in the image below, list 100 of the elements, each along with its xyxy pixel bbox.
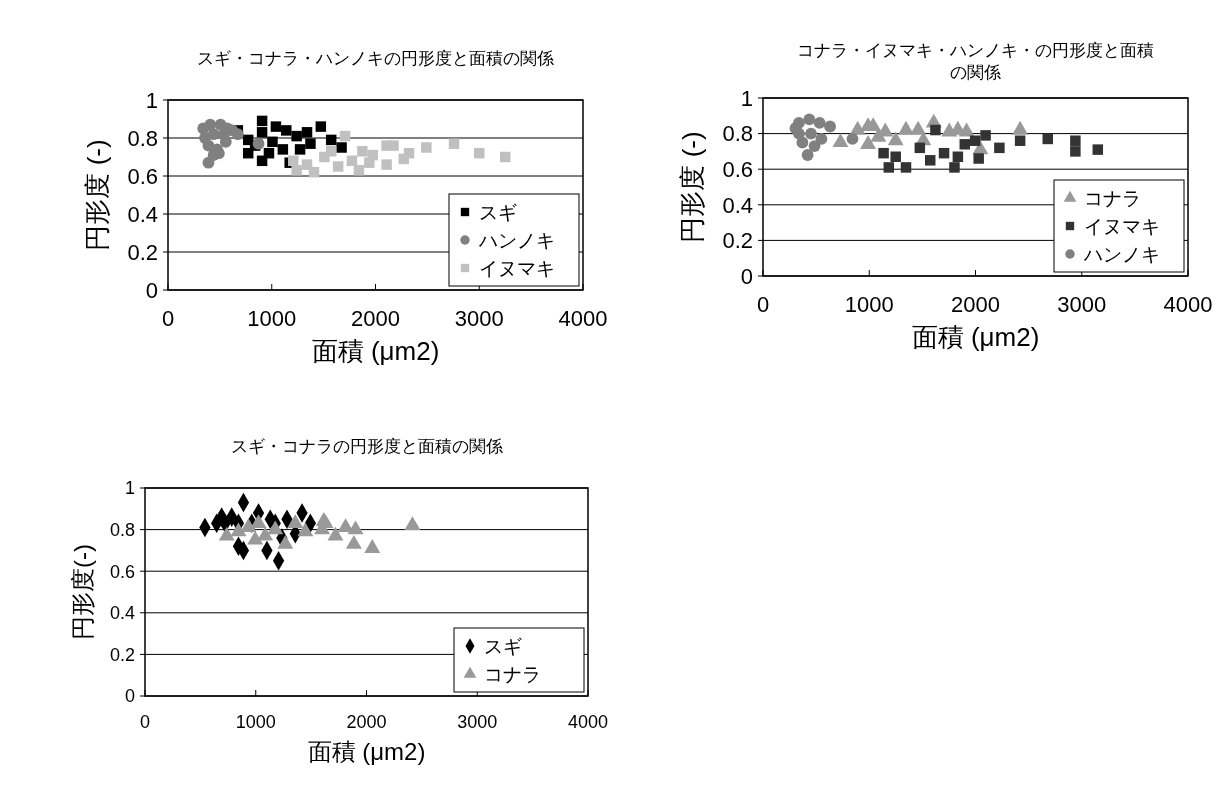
point: [1070, 146, 1081, 157]
point: [958, 122, 975, 137]
y-axis-title: 円形度 (-): [677, 131, 707, 243]
point: [256, 127, 268, 138]
point: [1092, 144, 1104, 155]
point: [357, 146, 368, 157]
y-tick-label: 0.4: [109, 603, 135, 624]
chart-title: スギ・コナラ・ハンノキの円形度と面積の関係: [197, 49, 554, 68]
y-tick-label: 0: [124, 686, 135, 707]
x-tick-label: 2000: [346, 712, 387, 732]
point: [421, 142, 432, 153]
x-tick-label: 4000: [1163, 292, 1213, 317]
point: [267, 136, 278, 148]
point: [832, 133, 849, 148]
point: [898, 120, 914, 135]
point: [199, 132, 211, 144]
legend-label: ハンノキ: [1083, 243, 1160, 265]
point: [914, 142, 926, 154]
point: [890, 151, 901, 162]
point: [339, 130, 351, 142]
legend-label: スギ: [484, 635, 522, 657]
y-tick-label: 0.8: [109, 519, 135, 540]
point: [364, 157, 375, 168]
point: [789, 122, 802, 135]
legend-label: ハンノキ: [478, 229, 555, 251]
y-tick-label: 0.8: [127, 125, 158, 151]
x-tick-label: 2000: [951, 292, 1000, 317]
point: [1070, 135, 1081, 146]
y-tick-label: 0.6: [722, 156, 753, 182]
legend-label: コナラ: [1084, 187, 1141, 209]
y-tick-label: 1: [124, 478, 135, 499]
x-axis-title: 面積 (μm2): [311, 336, 440, 366]
point: [910, 120, 927, 135]
point: [381, 159, 392, 170]
point: [938, 147, 950, 159]
point: [353, 165, 365, 176]
point: [336, 142, 347, 153]
point: [824, 120, 836, 133]
point: [291, 130, 302, 142]
point: [813, 117, 826, 129]
point: [277, 144, 289, 155]
point: [959, 139, 971, 150]
point: [924, 155, 936, 166]
y-axis-title: 円形度(-): [69, 544, 96, 640]
point: [474, 147, 485, 159]
point: [388, 140, 399, 151]
point: [325, 146, 337, 157]
point: [332, 161, 344, 172]
chart-title: スギ・コナラの円形度と面積の関係: [230, 437, 503, 456]
y-tick-label: 0.6: [109, 561, 135, 582]
point: [973, 153, 984, 164]
point: [256, 115, 268, 127]
point: [281, 125, 292, 136]
point: [202, 156, 215, 169]
point: [301, 127, 313, 138]
point: [1042, 133, 1053, 145]
x-tick-label: 1000: [844, 292, 894, 317]
point: [448, 138, 460, 149]
point: [883, 162, 895, 173]
x-tick-label: 1000: [235, 712, 276, 732]
y-tick-label: 1: [145, 87, 158, 113]
point: [803, 113, 816, 126]
x-tick-label: 0: [756, 292, 770, 317]
y-tick-label: 0: [740, 263, 753, 289]
y-tick-label: 0.6: [127, 163, 158, 189]
x-tick-label: 3000: [457, 712, 498, 732]
point: [887, 131, 904, 146]
point: [1014, 135, 1026, 146]
x-tick-label: 0: [161, 306, 175, 331]
x-axis-title: 面積 (μm2): [911, 322, 1040, 352]
x-tick-label: 1000: [247, 306, 297, 331]
y-tick-label: 0.2: [109, 644, 135, 665]
legend-label: コナラ: [484, 663, 541, 685]
x-tick-label: 3000: [1057, 292, 1107, 317]
point: [252, 137, 265, 150]
y-tick-label: 0.4: [127, 201, 158, 227]
legend-label: スギ: [479, 201, 517, 223]
point: [949, 162, 960, 173]
point: [980, 130, 991, 141]
legend-label: イヌマキ: [479, 257, 555, 279]
y-tick-label: 0.2: [722, 228, 753, 254]
chart-title: コナラ・イヌマキ・ハンノキ・の円形度と面積の関係: [797, 41, 1154, 82]
point: [305, 138, 316, 149]
point: [796, 136, 809, 149]
point: [294, 144, 306, 155]
x-tick-label: 4000: [567, 712, 609, 732]
point: [315, 121, 327, 132]
point: [801, 149, 814, 161]
x-tick-label: 4000: [558, 306, 608, 331]
point: [287, 155, 299, 167]
x-axis-title: 面積 (μm2): [307, 738, 426, 765]
point: [291, 165, 302, 176]
point: [270, 121, 282, 132]
y-tick-label: 0.8: [722, 121, 753, 147]
point: [808, 140, 821, 152]
point: [301, 159, 313, 170]
point: [815, 133, 828, 145]
point: [805, 127, 817, 140]
legend-label: イヌマキ: [1084, 215, 1160, 237]
point: [900, 162, 912, 173]
